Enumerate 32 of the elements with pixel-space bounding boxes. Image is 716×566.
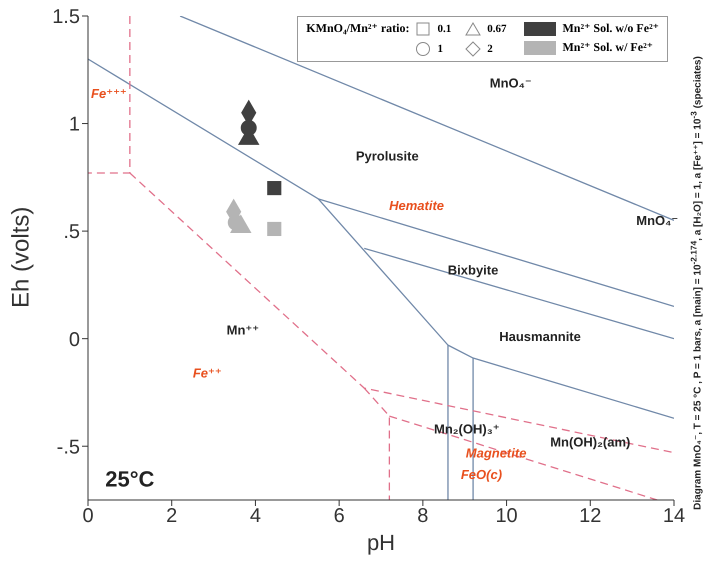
annotation: Bixbyite — [448, 262, 498, 278]
x-tick-label: 2 — [166, 505, 178, 528]
annotation: MnO₄⁻ — [636, 212, 678, 228]
annotation: Mn²⁺ Sol. w/o Fe²⁺ — [562, 21, 659, 36]
annotation: 0.67 — [487, 23, 506, 35]
annotation: Fe⁺⁺⁺ — [91, 86, 127, 102]
annotation: Hematite — [389, 198, 444, 213]
annotation: Fe⁺⁺ — [192, 366, 222, 381]
annotation: Pyrolusite — [356, 148, 419, 164]
x-tick-label: 10 — [495, 505, 518, 528]
annotation: Hausmannite — [499, 329, 581, 344]
annotation: Mn²⁺ Sol. w/ Fe²⁺ — [562, 40, 653, 55]
annotation: 25°C — [105, 466, 155, 492]
x-tick-label: 14 — [662, 505, 686, 528]
x-tick-label: 4 — [250, 505, 261, 528]
y-tick-label: -.5 — [56, 436, 80, 458]
x-tick-label: 6 — [334, 505, 345, 528]
annotation: Mn⁺⁺ — [226, 322, 260, 338]
annotation: Mn(OH)₂(am) — [550, 434, 630, 450]
y-tick-label: 0 — [68, 328, 80, 351]
annotation: 1 — [437, 43, 443, 55]
y-axis-title: Eh (volts) — [8, 206, 35, 308]
legend-title: KMnO₄/Mn²⁺ ratio: — [306, 21, 410, 37]
y-tick-label: 1 — [68, 114, 80, 136]
annotation: 0.1 — [437, 23, 452, 35]
y-tick-label: 1.5 — [52, 6, 80, 28]
x-tick-label: 8 — [417, 505, 428, 528]
x-axis-title: pH — [366, 530, 396, 555]
annotation: MnO₄⁻ — [490, 75, 532, 90]
x-tick-label: 12 — [579, 505, 602, 528]
y-tick-label: .5 — [63, 221, 80, 244]
annotation: 2 — [487, 43, 493, 55]
